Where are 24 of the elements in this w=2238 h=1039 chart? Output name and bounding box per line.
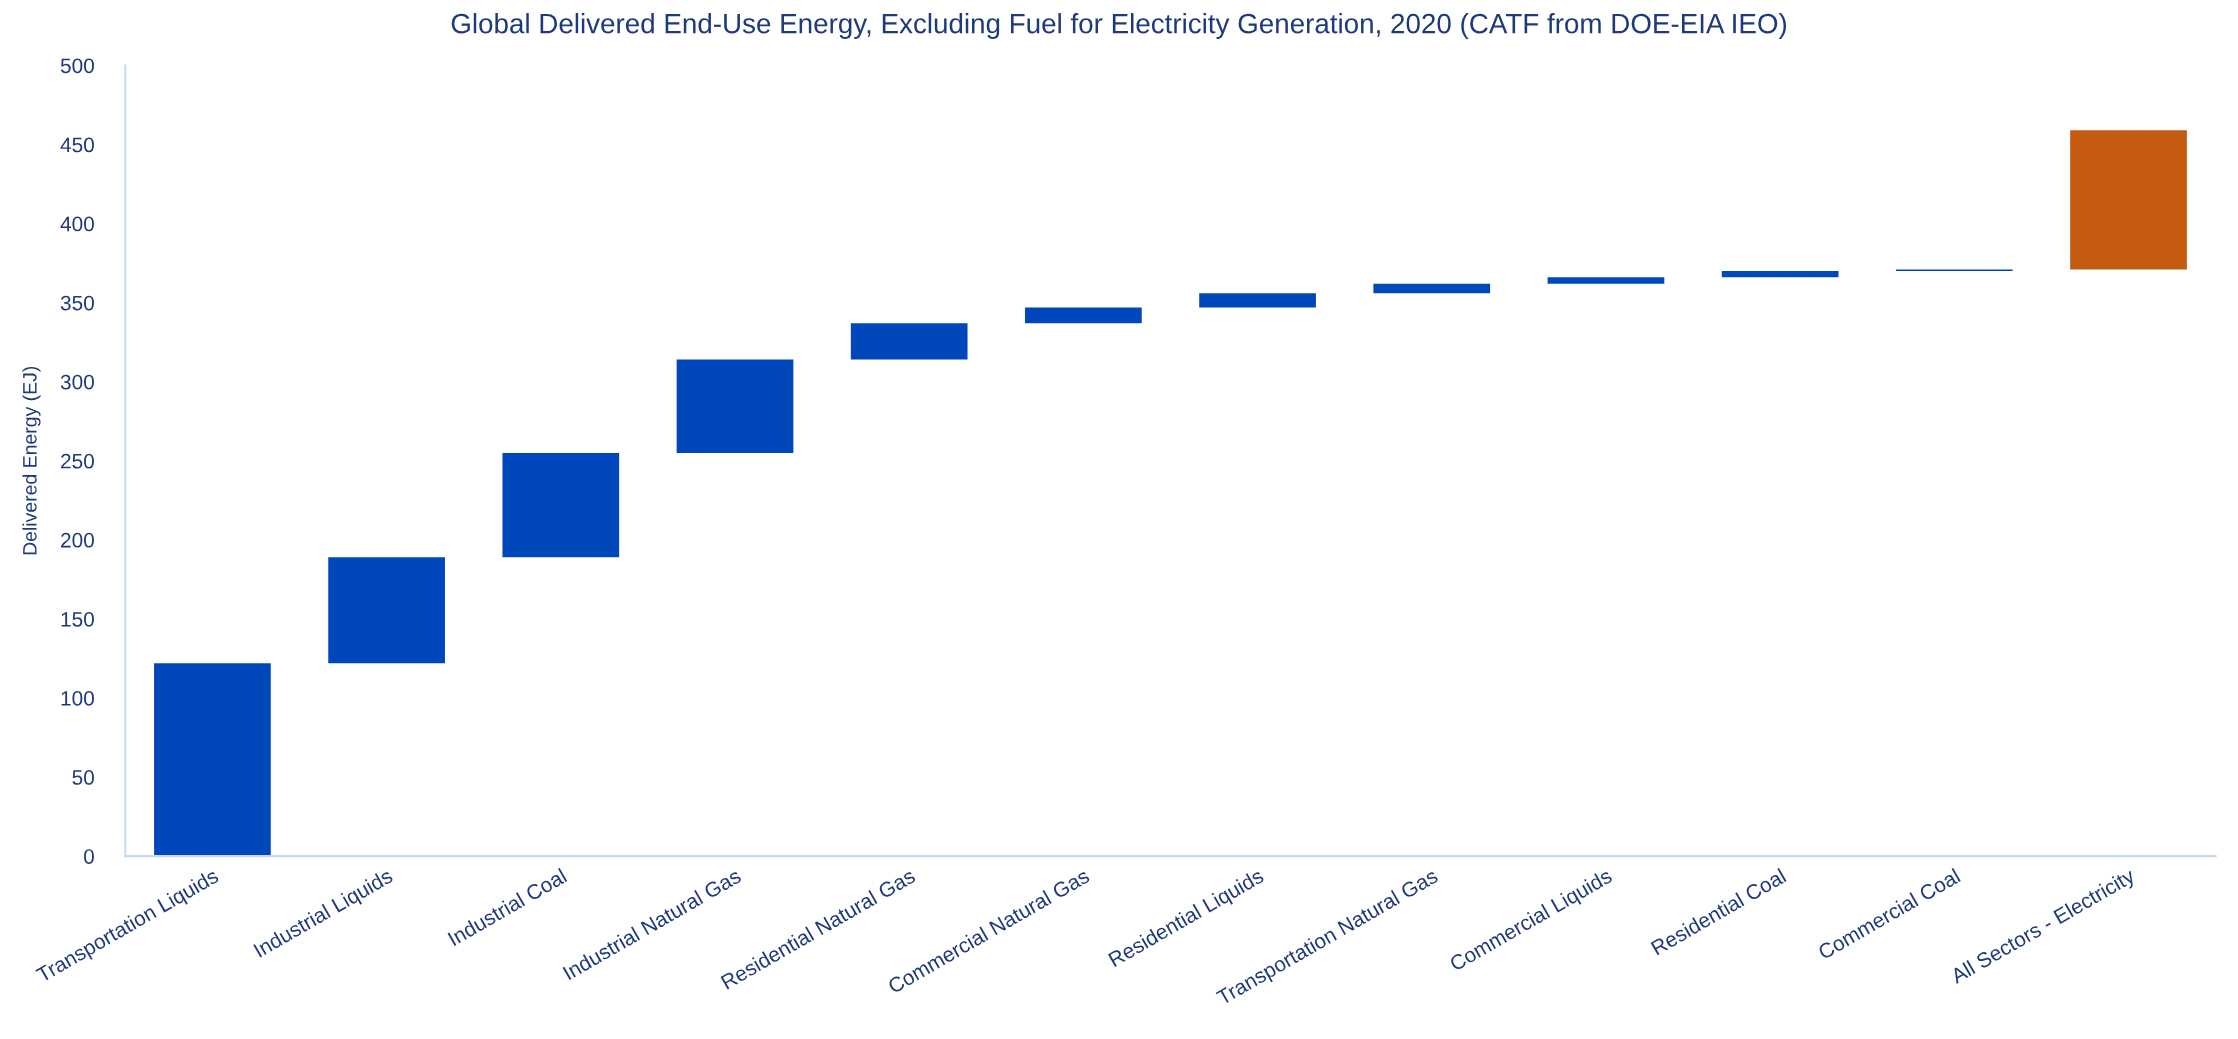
bar <box>328 557 445 664</box>
y-tick-label: 450 <box>60 137 94 153</box>
y-tick-label: 400 <box>60 216 94 232</box>
bar <box>154 663 271 857</box>
bar <box>1199 293 1316 308</box>
bar <box>1373 283 1491 294</box>
bar <box>850 323 968 360</box>
y-tick-label: 300 <box>60 374 94 390</box>
bar <box>1547 277 1665 284</box>
chart-title: Global Delivered End-Use Energy, Excluding Fuel for Electricity Generation, 2020 (CATF from DOE-EIA IEO) <box>451 13 1787 39</box>
y-tick-label: 50 <box>72 770 94 785</box>
y-axis-title: Delivered Energy (EJ) <box>22 366 41 555</box>
y-tick-label: 150 <box>61 611 94 627</box>
y-tick-label: 100 <box>61 691 94 706</box>
bar <box>2070 130 2187 270</box>
bar <box>502 452 620 558</box>
bar <box>1025 307 1142 324</box>
y-tick-label: 350 <box>60 295 94 311</box>
y-tick-label: 250 <box>61 453 94 469</box>
y-tick-label: 500 <box>60 58 94 74</box>
y-tick-label: 0 <box>84 849 94 864</box>
bar <box>1721 271 1839 278</box>
y-tick-label: 200 <box>61 532 94 548</box>
bar <box>676 359 794 453</box>
